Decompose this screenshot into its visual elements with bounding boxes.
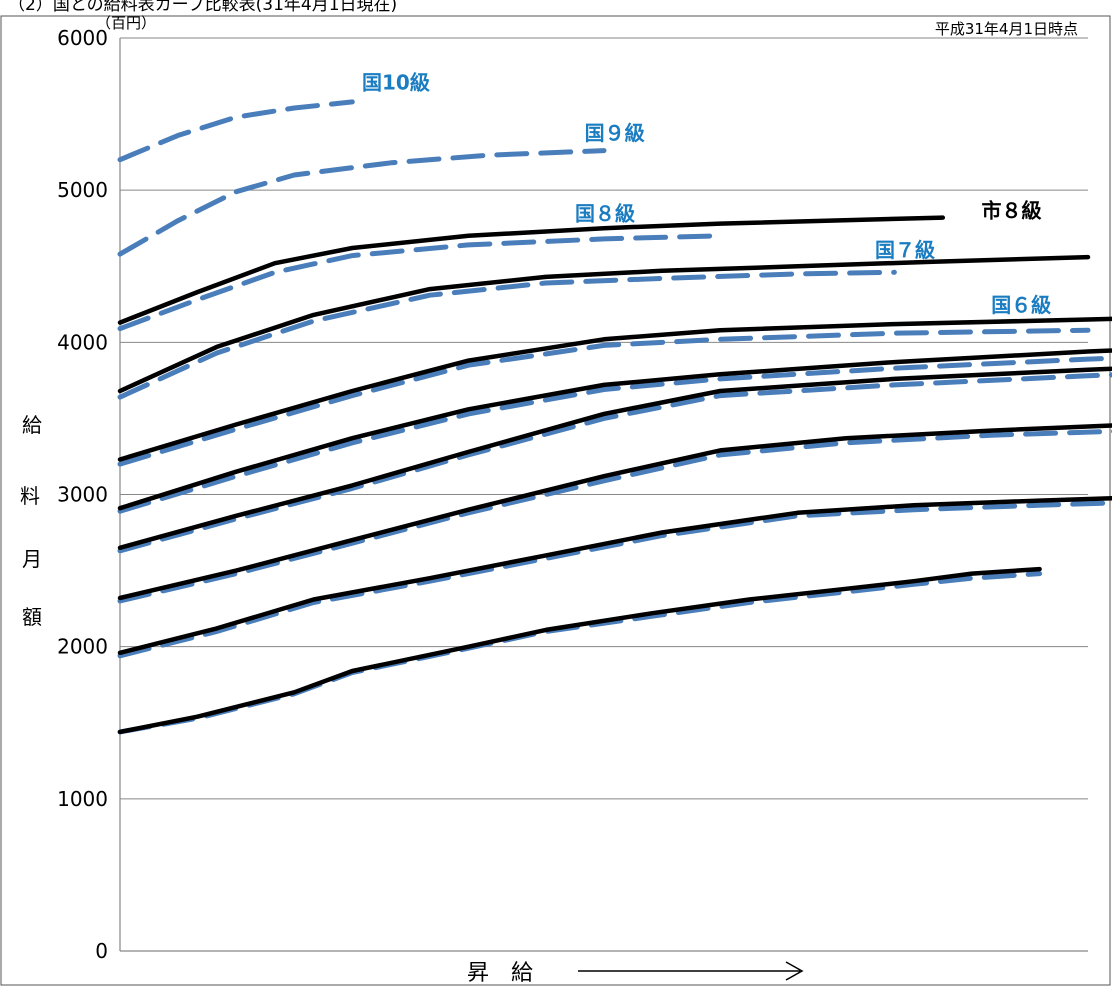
series-line: [117, 428, 1112, 604]
chart-frame: [0, 15, 1111, 986]
y-axis-label-char-2: 料: [20, 484, 40, 508]
series-line: [117, 423, 1112, 601]
series-label: 国６級: [991, 293, 1051, 317]
y-tick-label: 0: [95, 939, 108, 963]
series-label: 国８級: [575, 202, 635, 226]
y-axis-label-char-1: 給: [22, 413, 42, 437]
series-line: [117, 99, 355, 163]
series-lines: [117, 99, 1112, 735]
series-line: [117, 355, 1112, 514]
series-line: [117, 215, 946, 325]
y-tick-label: 4000: [57, 330, 108, 354]
series-line: [117, 566, 1042, 735]
series-line: [117, 500, 1112, 659]
series-line: [117, 571, 1043, 735]
y-tick-label: 5000: [57, 178, 108, 202]
x-axis-arrow: [578, 961, 804, 981]
series-label: 市８級: [982, 199, 1042, 223]
x-axis-label: 昇 給: [467, 961, 533, 986]
series-line: [117, 269, 897, 400]
y-tick-labels: 0 1000 2000 3000 4000 5000 6000: [57, 26, 108, 963]
y-tick-label: 2000: [57, 635, 108, 659]
series-line: [117, 327, 1091, 467]
series-line: [117, 316, 1112, 462]
series-line: [117, 148, 607, 257]
series-line: [117, 496, 1112, 656]
y-axis-label-char-4: 額: [22, 605, 42, 629]
y-tick-label: 3000: [57, 483, 108, 507]
series-line: [117, 372, 1112, 554]
series-line: [117, 366, 1112, 551]
series-line: [117, 348, 1112, 511]
series-label: 国９級: [585, 121, 645, 145]
series-label: 国10級: [362, 71, 430, 95]
unit-label: （百円）: [96, 14, 156, 32]
y-axis-label-char-3: 月: [22, 547, 42, 571]
series-line: [117, 254, 1091, 394]
y-tick-label: 6000: [57, 26, 108, 50]
gridlines: [120, 37, 1088, 952]
series-labels: 国10級国９級市８級国８級国７級市７級市６級国６級市５級国５級市４級国４級市３級…: [362, 71, 1051, 317]
y-tick-label: 1000: [57, 787, 108, 811]
page-header: （2）国との給料表カーブ比較表(31年4月1日現在): [8, 0, 398, 15]
date-note: 平成31年4月1日時点: [935, 20, 1078, 38]
series-line: [117, 233, 723, 332]
series-label: 国７級: [875, 238, 935, 262]
